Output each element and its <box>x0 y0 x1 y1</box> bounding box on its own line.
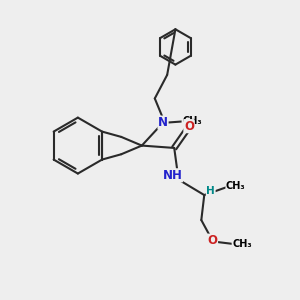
Text: O: O <box>208 234 218 247</box>
Text: CH₃: CH₃ <box>226 181 246 191</box>
Text: CH₃: CH₃ <box>182 116 202 126</box>
Text: O: O <box>184 120 194 133</box>
Text: H: H <box>206 186 215 196</box>
Text: NH: NH <box>163 169 182 182</box>
Text: CH₃: CH₃ <box>232 239 252 249</box>
Text: N: N <box>158 116 168 129</box>
